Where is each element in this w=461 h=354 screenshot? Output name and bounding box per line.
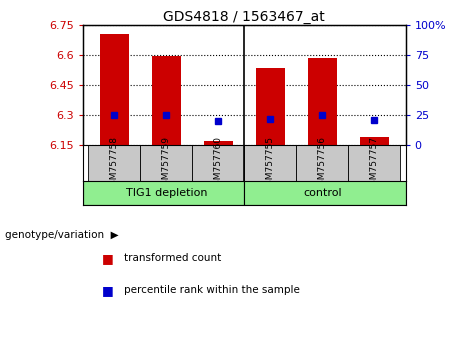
Bar bbox=[308, 58, 337, 145]
Bar bbox=[256, 68, 284, 145]
Text: TIG1 depletion: TIG1 depletion bbox=[125, 188, 207, 198]
Text: ■: ■ bbox=[101, 252, 113, 265]
Text: ■: ■ bbox=[101, 284, 113, 297]
Text: percentile rank within the sample: percentile rank within the sample bbox=[124, 285, 301, 295]
Bar bbox=[192, 145, 244, 181]
Bar bbox=[360, 137, 389, 145]
Bar bbox=[244, 145, 296, 181]
Bar bbox=[140, 145, 192, 181]
Text: GSM757760: GSM757760 bbox=[214, 136, 223, 191]
Text: GSM757756: GSM757756 bbox=[318, 136, 327, 191]
Bar bbox=[152, 57, 181, 145]
Bar bbox=[244, 181, 406, 205]
Bar bbox=[100, 34, 129, 145]
Text: GSM757757: GSM757757 bbox=[370, 136, 379, 191]
Text: genotype/variation  ▶: genotype/variation ▶ bbox=[5, 230, 118, 240]
Bar bbox=[349, 145, 401, 181]
Bar bbox=[296, 145, 349, 181]
Title: GDS4818 / 1563467_at: GDS4818 / 1563467_at bbox=[164, 10, 325, 24]
Text: GSM757755: GSM757755 bbox=[266, 136, 275, 191]
Text: GSM757759: GSM757759 bbox=[162, 136, 171, 191]
Text: control: control bbox=[303, 188, 342, 198]
Bar bbox=[204, 141, 233, 145]
Bar bbox=[88, 145, 140, 181]
Text: transformed count: transformed count bbox=[124, 253, 222, 263]
Text: GSM757758: GSM757758 bbox=[110, 136, 119, 191]
Bar bbox=[83, 181, 244, 205]
